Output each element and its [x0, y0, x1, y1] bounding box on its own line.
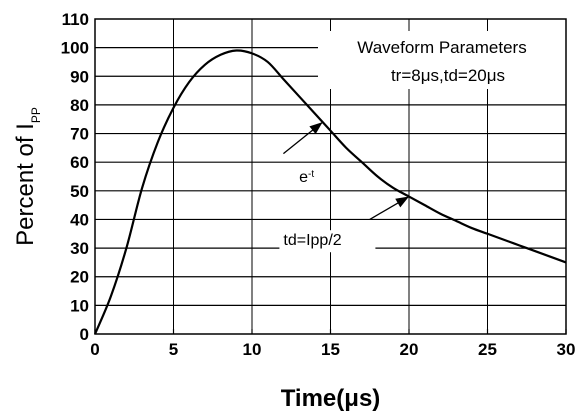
x-tick-label: 25: [478, 340, 497, 359]
x-tick-label: 20: [400, 340, 419, 359]
x-tick-label: 30: [557, 340, 576, 359]
y-tick-label: 90: [70, 67, 89, 86]
y-tick-label: 10: [70, 296, 89, 315]
y-axis-title: Percent of IPP: [12, 107, 43, 246]
annotation-td-background: [279, 230, 376, 253]
y-tick-label: 110: [62, 10, 89, 29]
y-tick-label: 40: [70, 210, 89, 229]
legend-background: [318, 31, 566, 89]
x-tick-label: 0: [90, 340, 99, 359]
legend-box: Waveform Parameters tr=8μs,td=20μs: [318, 31, 566, 89]
annotations: e-t td=Ipp/2: [279, 121, 410, 253]
arrow-td-head: [395, 196, 409, 208]
y-axis-title-sub: PP: [29, 107, 43, 123]
x-tick-label: 5: [169, 340, 178, 359]
axes: 0 5 10 15 20 25 30 0 10 20 30 40 50 60 70 80 90 100 110: [61, 10, 576, 359]
legend-title: Waveform Parameters: [357, 38, 526, 57]
y-tick-label: 20: [70, 268, 89, 287]
annotation-exponential: e-t: [299, 169, 314, 187]
annotation-td: td=Ipp/2: [283, 232, 341, 249]
series-layer: [93, 49, 567, 335]
y-axis-title-main: Percent of I: [12, 123, 39, 246]
legend-params: tr=8μs,td=20μs: [391, 66, 505, 85]
annotation-exponential-base: e: [299, 169, 308, 186]
series-line: [93, 49, 567, 335]
y-tick-label: 50: [70, 182, 89, 201]
y-tick-label: 0: [80, 325, 89, 344]
y-tick-label: 70: [70, 125, 89, 144]
y-tick-label: 60: [70, 153, 89, 172]
arrow-exponential-head: [309, 122, 323, 135]
y-tick-label: 30: [70, 239, 89, 258]
y-tick-label: 100: [61, 39, 89, 58]
x-tick-label: 10: [243, 340, 262, 359]
y-tick-label: 80: [70, 96, 89, 115]
x-tick-label: 15: [321, 340, 340, 359]
annotation-exponential-sup: -t: [308, 169, 314, 180]
plot-frame: [94, 18, 567, 335]
x-axis-title: Time(μs): [281, 385, 381, 412]
